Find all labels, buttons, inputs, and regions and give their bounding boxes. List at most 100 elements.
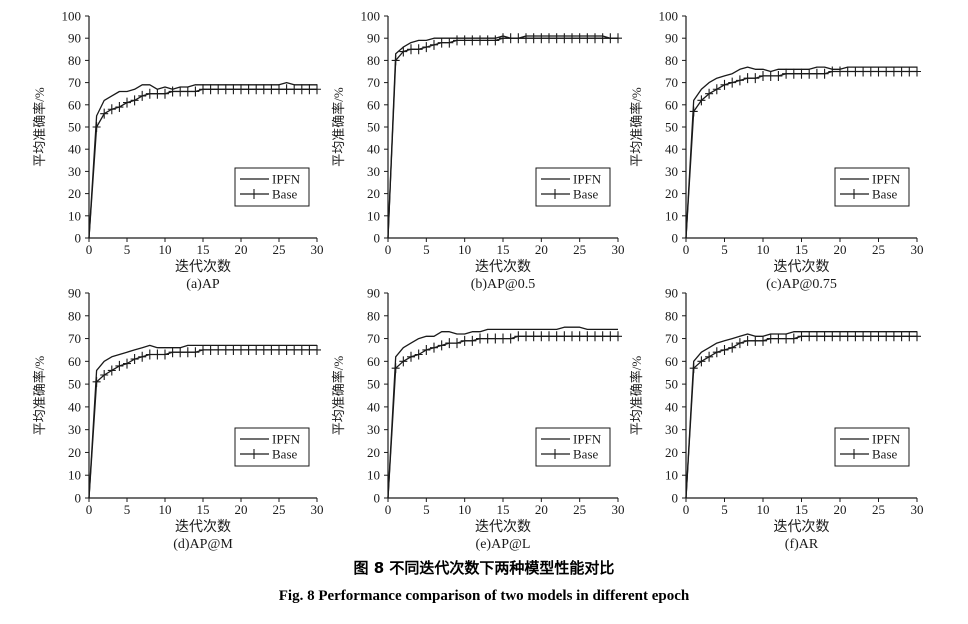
- data-point-base: [728, 77, 737, 88]
- data-point-base: [506, 33, 515, 44]
- y-tick-label: 100: [361, 9, 381, 24]
- data-point-base: [797, 331, 806, 342]
- data-point-base: [437, 340, 446, 351]
- data-point-base: [859, 66, 868, 77]
- data-point-base: [237, 84, 245, 95]
- series-line-base: [387, 335, 618, 499]
- series-line-ipfn: [387, 35, 618, 239]
- data-point-base: [522, 33, 530, 44]
- data-point-base: [161, 349, 169, 360]
- y-axis-title: 平均准确率/%: [629, 87, 644, 167]
- data-point-base: [430, 342, 438, 353]
- y-tick-label: 10: [665, 208, 678, 223]
- data-point-base: [866, 331, 875, 342]
- data-point-base: [229, 344, 238, 355]
- y-tick-label: 50: [665, 120, 678, 135]
- y-axis-title: 平均准确率/%: [32, 87, 47, 167]
- y-axis-title: 平均准确率/%: [629, 356, 644, 436]
- y-tick-label: 60: [665, 97, 678, 112]
- data-point-base: [430, 39, 438, 50]
- data-point-base: [483, 35, 492, 46]
- x-tick-label: 15: [795, 242, 808, 257]
- data-point-base: [751, 335, 760, 346]
- y-tick-label: 10: [665, 468, 678, 483]
- data-point-base: [766, 333, 775, 344]
- series-line-base: [88, 349, 317, 499]
- data-point-base: [453, 35, 461, 46]
- data-point-base: [812, 331, 821, 342]
- legend-label-ipfn: IPFN: [872, 432, 901, 447]
- data-point-base: [468, 35, 477, 46]
- y-tick-label: 50: [68, 377, 81, 392]
- data-point-base: [774, 333, 783, 344]
- data-point-base: [282, 344, 291, 355]
- data-point-base: [897, 331, 906, 342]
- data-point-base: [759, 335, 767, 346]
- y-tick-label: 70: [68, 75, 81, 90]
- x-tick-label: 30: [311, 242, 324, 257]
- data-point-base: [305, 84, 314, 95]
- data-point-base: [100, 108, 109, 119]
- data-point-base: [689, 363, 698, 374]
- x-tick-label: 25: [872, 502, 885, 517]
- data-point-base: [275, 84, 283, 95]
- legend-label-ipfn: IPFN: [272, 432, 301, 447]
- y-tick-label: 90: [68, 286, 81, 301]
- y-tick-label: 80: [68, 308, 81, 323]
- x-tick-label: 10: [757, 242, 770, 257]
- data-point-base: [499, 33, 507, 44]
- legend-box: [234, 427, 310, 467]
- data-point-base: [422, 42, 431, 53]
- x-tick-label: 0: [385, 242, 392, 257]
- x-tick-label: 20: [535, 242, 548, 257]
- y-tick-label: 10: [68, 208, 81, 223]
- data-point-base: [476, 35, 484, 46]
- data-point-base: [889, 331, 898, 342]
- legend-box: [535, 427, 611, 467]
- x-tick-label: 10: [458, 242, 471, 257]
- data-point-base: [545, 33, 553, 44]
- data-point-base: [153, 88, 162, 99]
- data-point-base: [206, 344, 215, 355]
- y-tick-label: 20: [665, 186, 678, 201]
- x-axis-title: 迭代次数: [175, 259, 231, 275]
- y-tick-label: 40: [367, 399, 380, 414]
- y-tick-label: 80: [665, 308, 678, 323]
- data-point-base: [606, 33, 615, 44]
- data-point-base: [606, 331, 615, 342]
- legend-label-base: Base: [872, 447, 898, 462]
- data-point-base: [859, 331, 868, 342]
- data-point-base: [843, 66, 852, 77]
- data-point-base: [697, 356, 706, 367]
- data-point-base: [836, 331, 844, 342]
- data-point-base: [115, 360, 124, 371]
- data-point-base: [252, 84, 261, 95]
- x-tick-label: 25: [273, 242, 286, 257]
- series-line-ipfn: [685, 331, 917, 499]
- y-tick-label: 60: [367, 97, 380, 112]
- data-point-base: [391, 363, 400, 374]
- y-tick-label: 100: [62, 9, 82, 24]
- data-point-base: [468, 335, 477, 346]
- legend-label-base: Base: [872, 187, 898, 202]
- x-axis-title: 迭代次数: [774, 519, 830, 535]
- chart-panel-3: 0 10 20 30 40 50 60 70 80 90 100 0 5 10 15 20 25 30 迭代次数 平均…: [629, 9, 924, 293]
- y-tick-label: 60: [665, 354, 678, 369]
- x-tick-label: 20: [235, 242, 248, 257]
- y-tick-label: 90: [665, 286, 678, 301]
- data-point-base: [728, 342, 737, 353]
- y-tick-label: 20: [68, 445, 81, 460]
- legend-box: [834, 427, 910, 467]
- data-point-base: [123, 358, 131, 369]
- y-tick-label: 50: [367, 120, 380, 135]
- data-point-base: [874, 66, 883, 77]
- data-point-base: [836, 66, 844, 77]
- y-tick-label: 40: [367, 142, 380, 157]
- data-point-base: [130, 354, 139, 365]
- data-point-base: [560, 33, 569, 44]
- data-point-base: [282, 84, 291, 95]
- data-point-base: [229, 84, 238, 95]
- data-point-base: [92, 122, 101, 132]
- data-point-base: [735, 75, 744, 86]
- panel-subtitle: (d)AP@M: [173, 537, 233, 552]
